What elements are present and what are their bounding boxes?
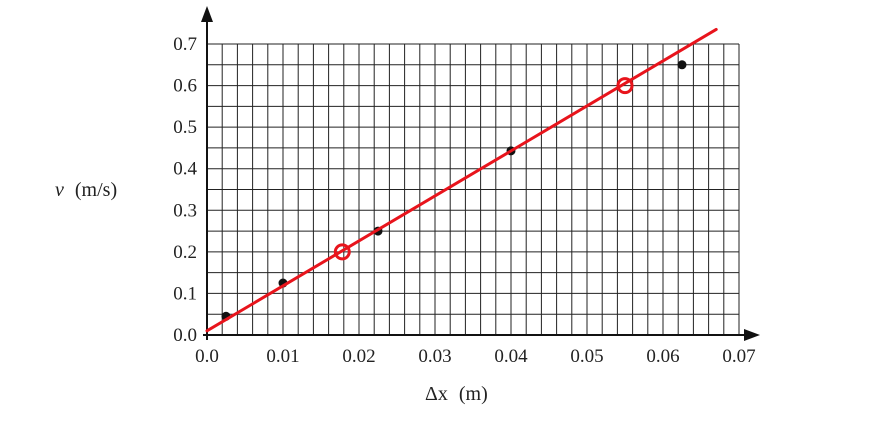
data-point [677,60,687,70]
y-tick-label: 0.1 [173,283,197,304]
x-axis-title: Δx (m) [425,383,488,405]
y-axis-unit: (m/s) [75,179,117,201]
grid [206,43,740,336]
y-tick-label: 0.4 [173,159,197,180]
selected-point-marker [333,243,351,261]
y-tick-label: 0.7 [173,34,197,55]
y-axis-title: v (m/s) [55,179,117,201]
series [205,27,718,333]
y-axis-symbol: v [55,179,64,201]
x-axis-arrow [744,329,760,341]
axes [201,6,760,341]
selected-point-marker [616,77,634,95]
x-axis-symbol: Δx [425,383,448,405]
x-tick-label: 0.06 [646,346,679,367]
x-tick-label: 0.04 [494,346,528,367]
y-tick-label: 0.5 [173,117,197,138]
y-tick-label: 0.6 [173,76,197,97]
x-tick-label: 0.0 [195,346,219,367]
y-tick-label: 0.3 [173,200,197,221]
x-tick-label: 0.07 [722,346,755,367]
x-tick-label: 0.01 [266,346,299,367]
x-tick-label: 0.03 [418,346,451,367]
x-tick-label: 0.02 [342,346,375,367]
y-tick-label: 0.0 [173,325,197,346]
fit-line [205,27,718,333]
x-axis-unit: (m) [459,383,488,405]
y-axis-arrow [201,6,213,22]
x-tick-label: 0.05 [570,346,603,367]
y-tick-label: 0.2 [173,242,197,263]
tick-labels: 0.0 0.01 0.02 0.03 0.04 0.05 0.06 0.07 0.0 0.1 0.2… [173,34,755,367]
